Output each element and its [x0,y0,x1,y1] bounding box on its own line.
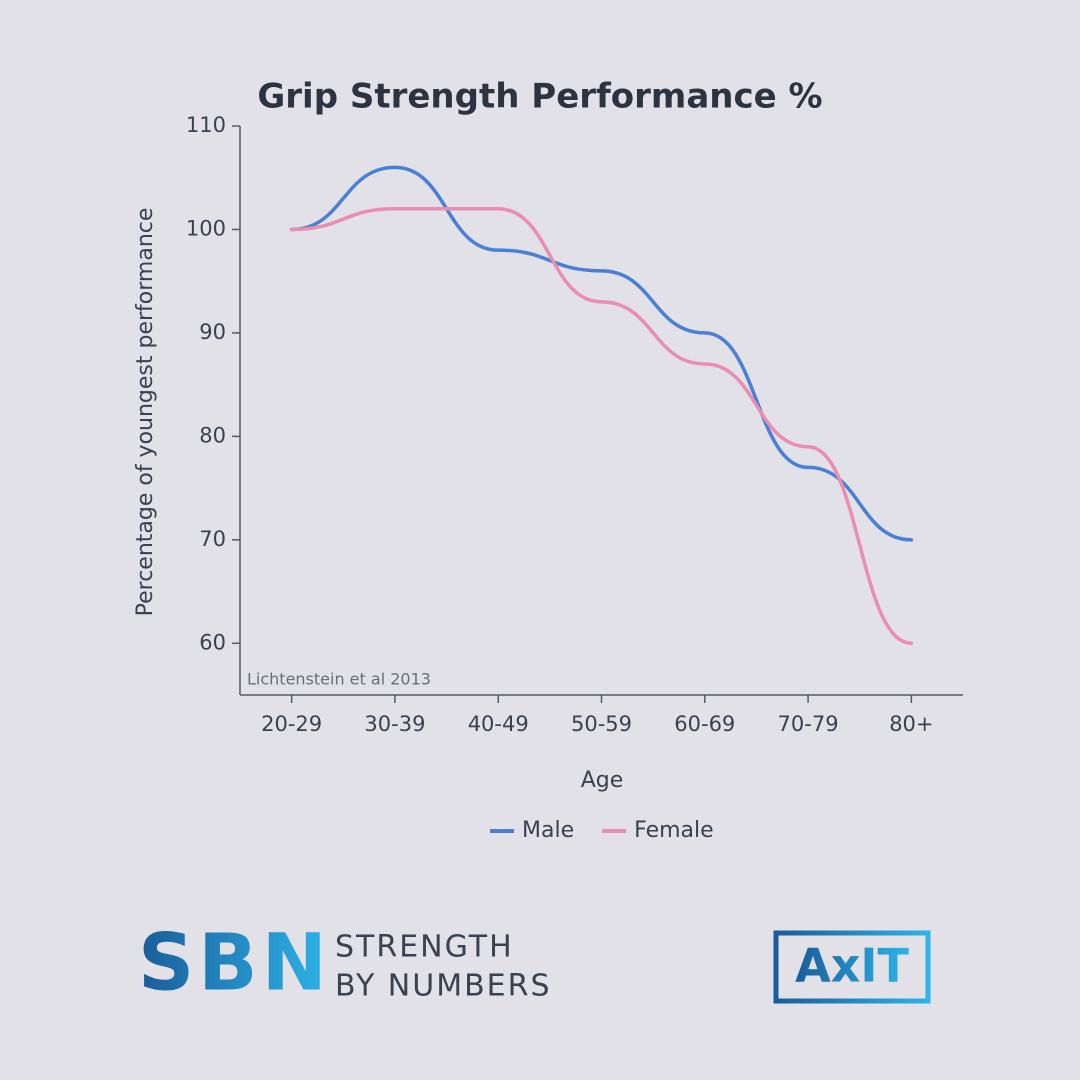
tagline: STRENGTH [335,930,514,965]
y-tick-label: 80 [199,423,226,447]
x-tick-label: 30-39 [364,712,425,736]
x-tick-label: 40-49 [468,712,529,736]
logo: SBN [138,918,331,1008]
x-tick-label: 70-79 [778,712,839,736]
legend-label: Female [634,818,714,843]
y-tick-label: 70 [199,527,226,551]
chart-title: Grip Strength Performance % [257,77,822,117]
source-note: Lichtenstein et al 2013 [247,670,431,689]
y-tick-label: 90 [199,320,226,344]
y-tick-label: 100 [186,216,226,240]
y-tick-label: 60 [199,630,226,654]
line [289,165,914,542]
partner-logo: AxIT [795,939,909,993]
x-tick-label: 80+ [889,712,933,736]
y-axis-label: Percentage of youngest performance [133,208,158,617]
x-tick-label: 50-59 [571,712,632,736]
x-tick-label: 60-69 [674,712,735,736]
x-tick-label: 20-29 [261,712,322,736]
line [289,207,914,646]
legend: Male Female [490,818,714,843]
x-axis-label: Age [581,768,624,793]
legend-label: Male [522,818,574,843]
partner-logo-frame [773,930,931,1004]
y-tick-label: 110 [186,113,226,137]
tagline: BY NUMBERS [335,969,552,1004]
